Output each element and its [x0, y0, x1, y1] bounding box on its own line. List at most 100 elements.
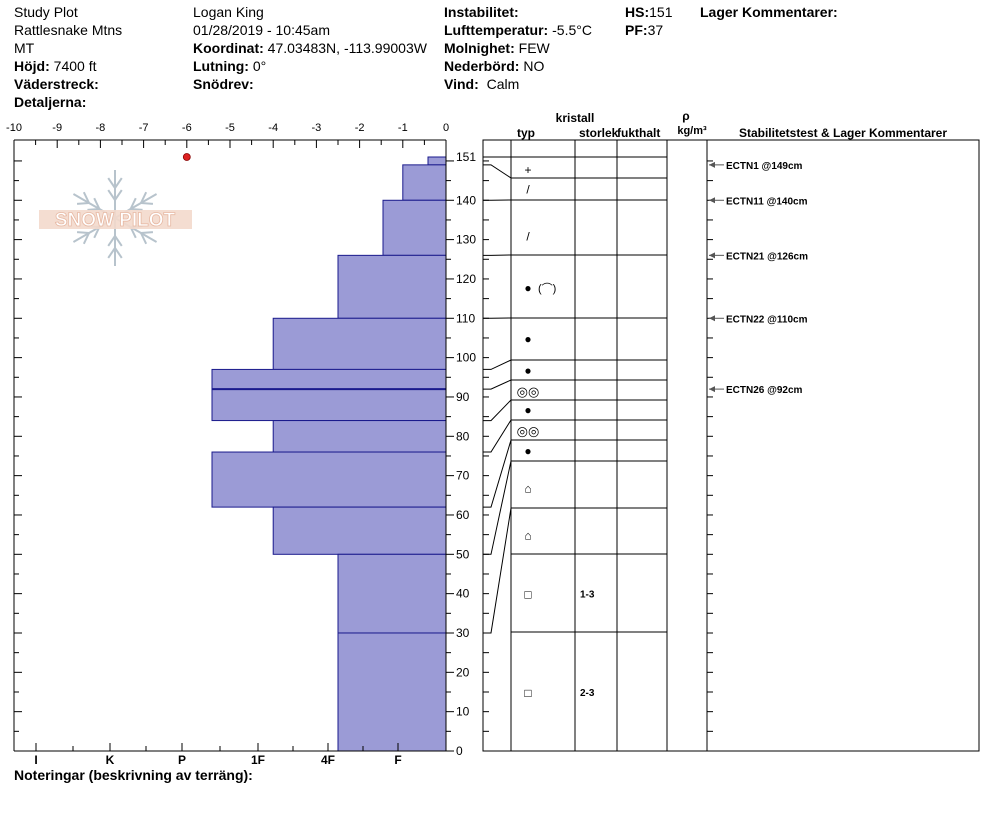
grain-type-symbol: □ — [524, 686, 531, 700]
stability-test-label: ECTN22 @110cm — [726, 314, 808, 325]
snowflake-branch — [107, 235, 116, 247]
hardness-label: K — [106, 753, 115, 767]
col-size: storlek — [579, 126, 619, 140]
layer-connector — [483, 460, 512, 555]
snowflake-branch — [140, 231, 154, 234]
snowflake-branch — [82, 232, 90, 245]
col-stability: Stabilitetstest & Lager Kommentarer — [739, 126, 947, 140]
snowflake-branch — [76, 231, 90, 234]
snowflake-branch — [114, 189, 123, 201]
observer: Logan King — [193, 4, 264, 20]
grain-type-symbol: ● — [524, 281, 531, 295]
aspect: Väderstreck: — [14, 76, 99, 92]
layer-connector — [483, 359, 512, 370]
hardness-layer-6 — [211, 388, 447, 422]
snowflake-branch — [107, 189, 116, 201]
instability: Instabilitet: — [444, 4, 519, 20]
snowflake-branch — [82, 191, 90, 204]
layer-connector — [483, 399, 512, 422]
hardness-layer-5 — [211, 368, 447, 390]
layer-connector — [483, 379, 512, 390]
hardness-layer-1 — [402, 164, 447, 201]
hardness-label: I — [34, 753, 37, 767]
layer-comments-title: Lager Kommentarer: — [700, 4, 838, 20]
temp-tick-label: -2 — [355, 122, 365, 134]
height-tick-label: 90 — [456, 390, 470, 404]
coordinates: Koordinat: 47.03483N, -113.99003W — [193, 40, 427, 56]
snowflake-branch — [140, 202, 154, 205]
terrain-notes: Noteringar (beskrivning av terräng): — [14, 767, 253, 783]
snow-pilot-logo: SNOW PILOT — [39, 170, 192, 266]
grain-type-symbol: + — [524, 163, 531, 177]
stability-arrow-head — [709, 315, 715, 322]
stability-test-label: ECTN26 @92cm — [726, 385, 803, 396]
layer-connector — [483, 439, 512, 508]
col-crystal: kristall — [556, 111, 595, 125]
drift: Snödrev: — [193, 76, 254, 92]
temp-tick-label: 0 — [443, 122, 449, 134]
height-tick-label: 151 — [456, 150, 476, 164]
snowflake-branch — [114, 247, 123, 259]
snowflake-branch — [107, 177, 116, 189]
snowflake-branch — [129, 197, 137, 210]
stability-arrow-head — [709, 252, 715, 259]
grain-type-symbol: ● — [524, 444, 531, 458]
height-tick-label: 60 — [456, 508, 470, 522]
height-tick-label: 0 — [456, 744, 463, 758]
penetration-foot: PF:37 — [625, 22, 664, 38]
height-tick-label: 100 — [456, 351, 476, 365]
height-tick-label: 40 — [456, 587, 470, 601]
height-tick-label: 130 — [456, 233, 476, 247]
grain-type-symbol: ● — [524, 332, 531, 346]
snowflake-branch — [93, 197, 101, 210]
height-tick-label: 30 — [456, 626, 470, 640]
col-rho: ρ — [682, 109, 689, 123]
height-tick-label: 70 — [456, 469, 470, 483]
grain-type-symbol: ⌂ — [524, 481, 531, 495]
layer-connector — [483, 164, 512, 179]
snowflake-branch — [114, 177, 123, 189]
precipitation: Nederbörd: NO — [444, 58, 545, 74]
col-density-unit: kg/m³ — [677, 125, 707, 137]
grain-size-value: 2-3 — [580, 688, 595, 699]
slope: Lutning: 0° — [193, 58, 267, 74]
snowflake-branch — [140, 191, 148, 204]
site-line-3: MT — [14, 40, 35, 56]
hardness-label: P — [178, 753, 186, 767]
hardness-label: F — [394, 753, 401, 767]
height-tick-label: 20 — [456, 665, 470, 679]
grain-type-symbol: / — [526, 182, 530, 196]
cloud-cover: Molnighet: FEW — [444, 40, 550, 56]
temp-tick-label: -6 — [182, 122, 192, 134]
hardness-layer-2 — [382, 199, 447, 256]
snowflake-branch — [130, 208, 143, 211]
grain-type-symbol: / — [526, 230, 530, 244]
hardness-layer-9 — [272, 506, 447, 555]
logo-text: SNOW PILOT — [55, 210, 176, 231]
col-moisture: fukthalt — [617, 126, 660, 140]
snowflake-branch — [107, 247, 116, 259]
snowflake-branch — [76, 202, 90, 205]
hardness-layer-10 — [337, 553, 447, 634]
grain-type-secondary: (⌒) — [538, 282, 556, 295]
stability-arrow-head — [709, 197, 715, 204]
temp-tick-label: -4 — [268, 122, 278, 134]
details: Detaljerna: — [14, 94, 87, 110]
layer-connector — [483, 419, 512, 453]
hardness-layer-3 — [337, 254, 447, 319]
temp-tick-label: -1 — [398, 122, 408, 134]
grain-size-value: 1-3 — [580, 590, 595, 601]
temp-tick-label: -3 — [312, 122, 322, 134]
height-tick-label: 120 — [456, 272, 476, 286]
col-type: typ — [517, 126, 535, 140]
temp-tick-label: -7 — [139, 122, 149, 134]
site-line-1: Study Plot — [14, 4, 78, 20]
grain-type-symbol: ◎◎ — [517, 423, 540, 438]
grain-type-symbol: ● — [524, 363, 531, 377]
snowflake-branch — [140, 232, 148, 245]
height-tick-label: 110 — [456, 311, 475, 325]
height-tick-label: 80 — [456, 429, 470, 443]
snowflake-branch — [114, 235, 123, 247]
hardness-label: 4F — [321, 753, 335, 767]
grain-type-symbol: ⌂ — [524, 529, 531, 543]
